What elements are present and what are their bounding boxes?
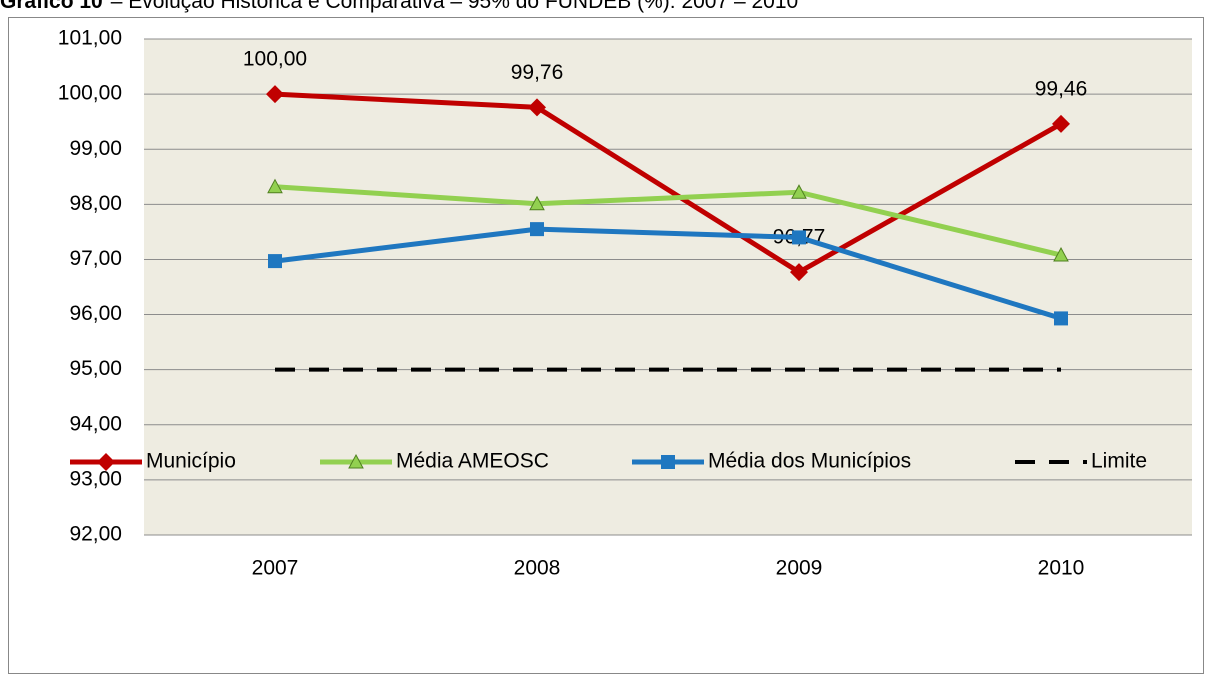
data-label: 99,76 — [511, 61, 564, 84]
marker — [791, 184, 807, 199]
x-tick-label: 2008 — [514, 557, 561, 580]
data-label: 99,46 — [1035, 77, 1088, 100]
y-tick-label: 98,00 — [69, 192, 122, 215]
title-text: – Evolução Histórica e Comparativa – 95%… — [111, 0, 799, 13]
legend-marker — [97, 453, 115, 471]
y-tick-label: 100,00 — [58, 82, 122, 105]
marker — [529, 195, 545, 211]
y-tick-label: 101,00 — [58, 27, 122, 50]
y-tick-label: 97,00 — [69, 247, 122, 270]
x-tick-label: 2010 — [1038, 557, 1085, 580]
title-label: Gráfico 10 — [0, 0, 103, 13]
marker — [528, 98, 546, 117]
legend-label: Média dos Municípios — [708, 450, 911, 473]
marker — [1052, 114, 1070, 133]
marker — [1054, 311, 1068, 326]
x-tick-label: 2009 — [776, 557, 823, 580]
x-tick-label: 2007 — [252, 557, 299, 580]
y-tick-label: 95,00 — [69, 357, 122, 380]
legend-label: Média AMEOSC — [396, 450, 549, 473]
marker — [792, 230, 806, 245]
legend-marker — [348, 453, 364, 469]
y-tick-label: 96,00 — [69, 302, 122, 325]
series-line — [274, 91, 1063, 276]
chart-title: Gráfico 10 – Evolução Histórica e Compara… — [0, 0, 798, 13]
marker — [266, 85, 284, 104]
marker — [790, 263, 808, 282]
y-tick-label: 93,00 — [69, 467, 122, 490]
y-tick-label: 94,00 — [69, 412, 122, 435]
data-label: 100,00 — [243, 48, 307, 71]
marker — [268, 254, 282, 269]
plot-area — [144, 39, 1192, 535]
marker — [530, 222, 544, 237]
legend-marker — [661, 455, 675, 469]
marker — [1053, 246, 1069, 262]
series-line — [274, 184, 1062, 258]
legend-label: Limite — [1091, 450, 1147, 473]
y-tick-label: 99,00 — [69, 137, 122, 160]
marker — [267, 178, 283, 194]
y-tick-label: 92,00 — [69, 523, 122, 546]
legend-label: Município — [146, 450, 236, 473]
series-line — [274, 226, 1062, 321]
